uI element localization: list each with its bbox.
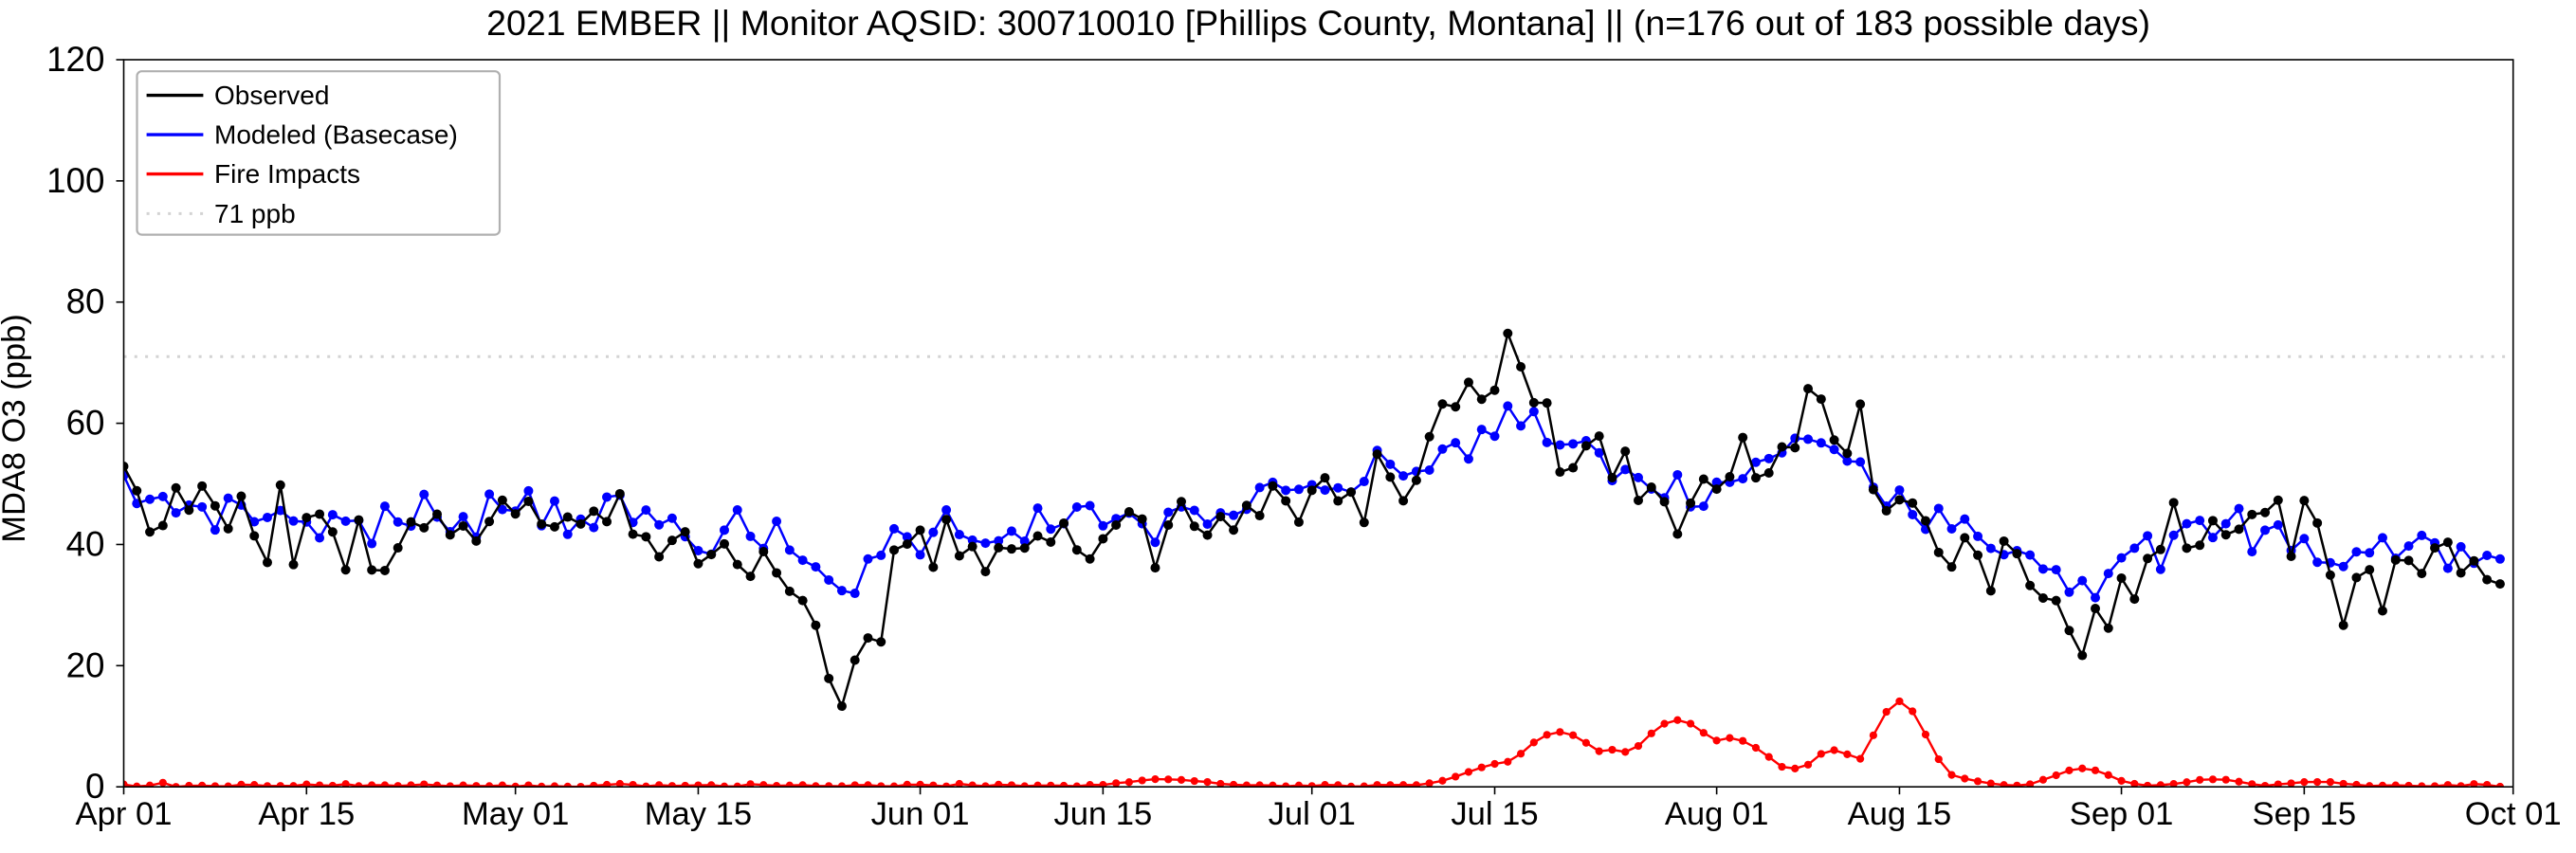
svg-text:MDA8 O3 (ppb): MDA8 O3 (ppb) <box>0 314 32 543</box>
svg-text:Aug 15: Aug 15 <box>1848 796 1952 832</box>
svg-text:80: 80 <box>66 282 105 321</box>
svg-text:Modeled (Basecase): Modeled (Basecase) <box>214 120 458 150</box>
svg-text:Observed: Observed <box>214 81 329 110</box>
svg-text:Jul 01: Jul 01 <box>1269 796 1356 832</box>
svg-text:Apr 01: Apr 01 <box>76 796 173 832</box>
svg-text:Jun 15: Jun 15 <box>1053 796 1152 832</box>
svg-text:Sep 15: Sep 15 <box>2253 796 2357 832</box>
svg-text:Fire Impacts: Fire Impacts <box>214 159 360 189</box>
svg-text:Oct 01: Oct 01 <box>2465 796 2562 832</box>
svg-text:May 01: May 01 <box>462 796 569 832</box>
svg-text:120: 120 <box>46 40 104 79</box>
svg-text:20: 20 <box>66 645 105 684</box>
svg-text:60: 60 <box>66 404 105 443</box>
svg-text:Aug 01: Aug 01 <box>1665 796 1769 832</box>
svg-text:2021 EMBER || Monitor AQSID: 3: 2021 EMBER || Monitor AQSID: 300710010 [… <box>486 3 2150 43</box>
svg-text:May 15: May 15 <box>645 796 752 832</box>
svg-text:Jun 01: Jun 01 <box>871 796 970 832</box>
svg-text:Apr 15: Apr 15 <box>258 796 355 832</box>
svg-text:100: 100 <box>46 161 104 200</box>
svg-text:Jul 15: Jul 15 <box>1451 796 1538 832</box>
svg-text:71 ppb: 71 ppb <box>214 199 296 228</box>
svg-text:40: 40 <box>66 524 105 563</box>
svg-text:Sep 01: Sep 01 <box>2070 796 2174 832</box>
